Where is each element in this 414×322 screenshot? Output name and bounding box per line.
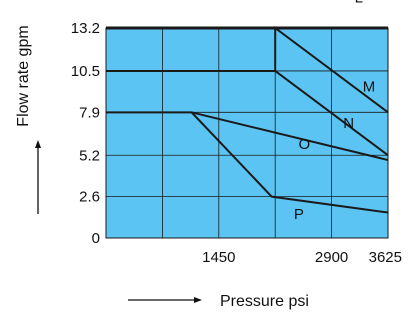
- series-label-l: L: [355, 0, 363, 7]
- series-label-n: N: [343, 115, 354, 132]
- y-tick-label: 0: [92, 230, 100, 247]
- y-axis-title: Flow rate gpm: [15, 25, 32, 126]
- series-line-p: [190, 111, 389, 214]
- tick-labels: 0 2.6 5.2 7.9 10.5 13.2 1450 2900 3625: [71, 20, 402, 266]
- x-axis-arrow: [128, 297, 202, 303]
- series-labels: L M N O P: [294, 0, 375, 223]
- series-label-o: O: [299, 136, 311, 153]
- y-axis-arrow: [35, 140, 41, 214]
- x-axis-title: Pressure psi: [220, 293, 309, 310]
- series-lines: [106, 26, 389, 214]
- x-tick-label: 3625: [369, 249, 402, 266]
- y-tick-label: 13.2: [71, 20, 100, 37]
- series-line-n: [274, 70, 389, 157]
- y-tick-label: 5.2: [79, 147, 100, 164]
- series-line-m: [106, 26, 389, 114]
- y-tick-label: 10.5: [71, 63, 100, 80]
- series-label-p: P: [294, 206, 304, 223]
- y-tick-label: 7.9: [79, 104, 100, 121]
- y-tick-label: 2.6: [79, 189, 100, 206]
- x-tick-label: 2900: [315, 249, 348, 266]
- x-tick-label: 1450: [202, 249, 235, 266]
- plot-area: [105, 27, 389, 239]
- series-label-m: M: [363, 79, 376, 96]
